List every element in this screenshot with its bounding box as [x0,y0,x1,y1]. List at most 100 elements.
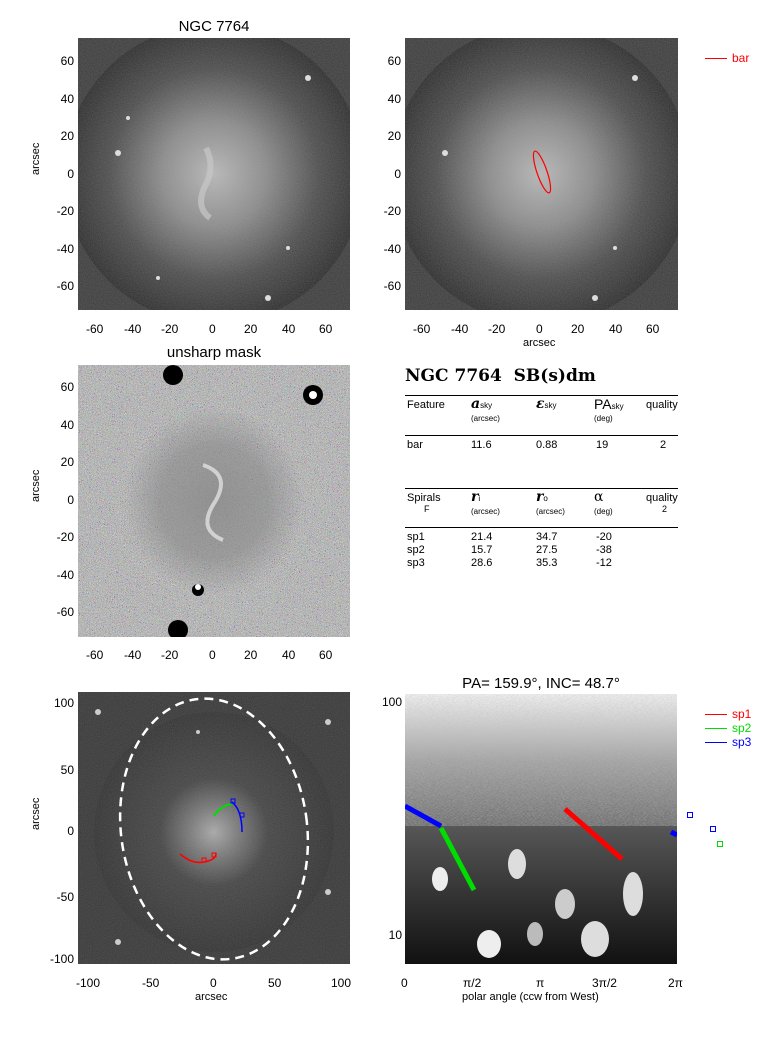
x-tick-label: 60 [319,648,333,662]
y-tick-label: 60 [387,54,401,68]
header-pa-sky: PAsky [594,396,624,412]
table-title: NGC 7764 SB(s)dm [405,366,596,386]
y-tick-label: -100 [49,952,74,966]
y-tick-label: -50 [56,890,74,904]
y-tick-label: 100 [53,696,74,710]
y-axis-label: arcsec [30,142,42,175]
x-tick-label: 0 [209,322,216,336]
y-tick-label: 0 [394,167,401,181]
marker-square [687,812,693,818]
x-tick-label: -20 [488,322,506,336]
header-a-sky: asky [471,396,493,412]
header-r-o: ro [536,489,548,505]
x-tick-label: 2π [668,976,683,990]
x-tick-label: -50 [142,976,160,990]
x-tick-label: 50 [268,976,282,990]
x-tick-label: 60 [646,322,660,336]
spiral-sp1 [179,852,217,864]
y-tick-label: 20 [60,129,74,143]
y-tick-label: 50 [60,763,74,777]
header-alpha: α [594,489,604,505]
x-axis-label: arcsec [195,991,228,1003]
x-axis-label: polar angle (ccw from West) [462,991,599,1003]
x-tick-label: -60 [86,648,104,662]
x-tick-label: 3π/2 [592,976,617,990]
y-tick-label: 20 [387,129,401,143]
header-r-i: ri [471,489,481,505]
y-tick-label: -40 [383,242,401,256]
unsharp-mask-image [78,365,350,637]
table-rule [405,527,678,528]
x-tick-label: 60 [319,322,333,336]
x-tick-label: π [536,976,545,990]
x-tick-label: 0 [209,648,216,662]
polar-plot [405,694,677,964]
y-tick-label: 0 [67,824,74,838]
table-rule [405,395,678,396]
x-tick-label: π/2 [463,976,482,990]
x-tick-label: 40 [282,322,296,336]
galaxy-image-with-spirals [78,692,350,964]
cell-pa-sky: 19 [596,439,609,451]
y-tick-label: 40 [60,92,74,106]
cell-quality: 2 [660,439,667,451]
cell-r-i: 21.4 [471,531,493,543]
x-tick-label: 20 [244,648,258,662]
cell-spiral: sp2 [407,544,425,556]
y-tick-label: 60 [60,54,74,68]
y-tick-label: -40 [56,242,74,256]
y-tick-label: -20 [383,204,401,218]
y-tick-label: -60 [383,279,401,293]
cell-spiral: sp1 [407,531,425,543]
header-alpha-unit: (deg) [594,507,613,516]
table-rule [405,435,678,436]
bar-ellipse [532,150,552,194]
y-axis-label: arcsec [30,469,42,502]
header-eps-sky: εsky [536,396,557,412]
x-tick-label: 40 [282,648,296,662]
y-tick-label: -20 [56,530,74,544]
cell-spiral: sp3 [407,557,425,569]
x-tick-label: 100 [331,976,352,990]
header-r-o-unit: (arcsec) [536,507,565,516]
x-tick-label: 40 [609,322,623,336]
cell-r-i: 15.7 [471,544,493,556]
cell-feature: bar [407,439,423,451]
y-tick-label: -20 [56,204,74,218]
header-pa-unit: (deg) [594,414,613,423]
header-quality: quality [646,492,678,504]
y-tick-label: -60 [56,279,74,293]
trace-sp1 [563,807,624,861]
panel-title: PA= 159.9°, INC= 48.7° [462,675,620,692]
table-rule [405,488,678,489]
y-tick-label: 60 [60,380,74,394]
x-tick-label: -20 [161,322,179,336]
cell-r-o: 34.7 [536,531,558,543]
y-tick-label: 0 [67,167,74,181]
x-tick-label: 0 [210,976,217,990]
legend-label: bar [732,51,750,65]
cell-r-o: 35.3 [536,557,558,569]
legend-label: sp1 [732,707,752,721]
disk-ellipse [118,697,310,961]
legend-swatch [705,714,727,715]
header-spirals: Spirals [407,492,441,504]
galaxy-image-with-bar [405,38,678,310]
header-r-i-unit: (arcsec) [471,507,500,516]
x-tick-label: -100 [76,976,101,990]
spiral-sp2 [213,803,233,817]
x-tick-label: 0 [401,976,408,990]
x-tick-label: -20 [161,648,179,662]
legend-swatch [705,742,727,743]
header-feature: Feature [407,399,445,411]
y-tick-label: 20 [60,455,74,469]
header-spirals-f: F [424,504,430,514]
cell-r-i: 28.6 [471,557,493,569]
y-tick-label: -60 [56,605,74,619]
y-tick-label: -40 [56,568,74,582]
y-tick-label: 10 [388,928,402,942]
legend-label: sp3 [732,735,752,749]
cell-alpha: -20 [596,531,612,543]
y-tick-label: 40 [387,92,401,106]
cell-r-o: 27.5 [536,544,558,556]
